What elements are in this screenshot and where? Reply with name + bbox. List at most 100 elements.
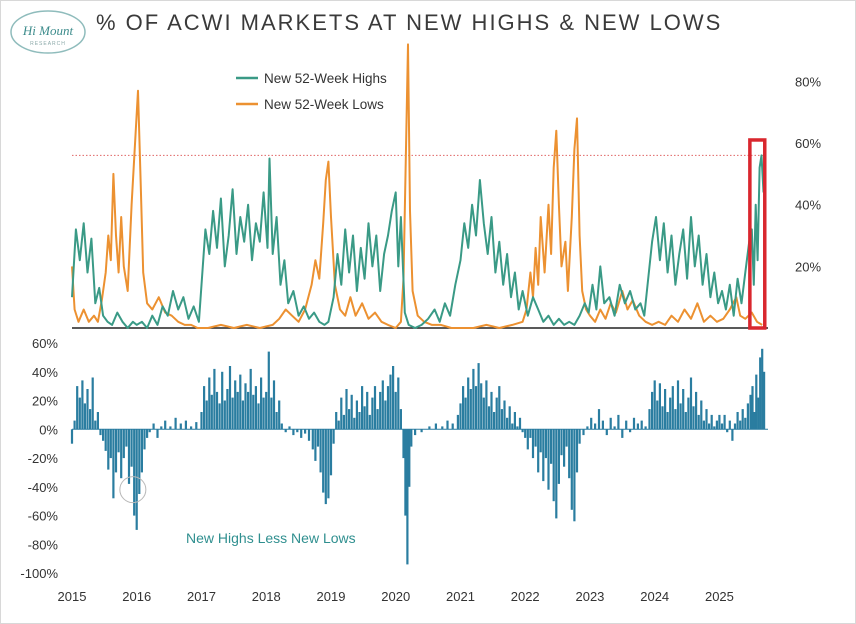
net-bar [353, 417, 356, 430]
net-bar [221, 371, 224, 430]
net-bar [215, 391, 219, 430]
net-bar [265, 391, 268, 430]
net-bar [94, 420, 97, 430]
net-bar [397, 377, 400, 430]
net-bar [462, 386, 465, 430]
xtick-label: 2022 [511, 589, 540, 604]
net-bar [91, 377, 94, 430]
net-bar [753, 412, 756, 430]
bottom-ytick-label: -100% [20, 566, 58, 581]
net-bar [135, 429, 138, 530]
net-bar [208, 377, 211, 430]
net-bar [434, 423, 437, 430]
net-bar [661, 406, 664, 430]
net-bar [337, 420, 340, 430]
net-bar [664, 389, 667, 430]
net-bar [117, 429, 120, 453]
net-bar [682, 389, 685, 430]
lows-line [71, 43, 763, 329]
net-bar [477, 363, 480, 430]
net-bar [731, 429, 734, 441]
net-bar [406, 429, 409, 565]
net-bar [96, 412, 99, 430]
net-bar [247, 391, 250, 430]
net-bar [472, 368, 475, 430]
net-bar [640, 420, 643, 430]
net-bar [552, 429, 555, 502]
net-bar [148, 429, 151, 433]
net-bar [451, 423, 454, 430]
net-bar [288, 426, 291, 430]
net-bar [428, 426, 431, 430]
net-bar [666, 412, 669, 430]
net-bar [469, 389, 472, 430]
net-bar [386, 386, 390, 430]
net-bar [658, 383, 661, 430]
net-bar [508, 406, 511, 430]
top-ytick-label: 40% [795, 198, 821, 213]
net-bar [376, 409, 379, 430]
net-bar [763, 371, 766, 430]
net-bar [236, 391, 239, 430]
net-bar [534, 429, 537, 447]
bottom-ytick-label: -80% [28, 537, 59, 552]
net-bar [575, 429, 579, 473]
top-panel: 20% 40% 60% 80% New 52-Week Highs New 52-Week… [71, 43, 821, 330]
net-bar [272, 380, 276, 430]
net-bar [613, 426, 616, 430]
net-bar [676, 380, 680, 430]
xtick-label: 2025 [705, 589, 734, 604]
net-bar [389, 374, 392, 430]
net-bar [83, 403, 86, 430]
logo-subtext: RESEARCH [30, 41, 66, 47]
net-bar [679, 403, 682, 430]
net-bar [590, 417, 593, 430]
net-bar [169, 426, 172, 430]
net-bar [653, 380, 656, 430]
net-bar [319, 429, 322, 473]
bottom-ytick-label: -60% [28, 509, 59, 524]
net-bar [720, 423, 724, 430]
net-bar [332, 429, 335, 444]
xtick-label: 2024 [640, 589, 669, 604]
net-bar [122, 429, 125, 459]
net-bar [597, 409, 601, 430]
net-bar [594, 423, 597, 430]
xtick-label: 2019 [317, 589, 346, 604]
legend-label: New 52-Week Highs [264, 71, 387, 86]
net-bar [700, 400, 703, 430]
net-bar [726, 429, 729, 433]
net-bar [544, 429, 547, 459]
net-bar [695, 391, 698, 430]
net-bar [228, 366, 232, 430]
net-bar [218, 403, 221, 430]
net-bar [531, 429, 535, 459]
net-bar [513, 412, 516, 430]
net-bar [300, 429, 303, 438]
net-bar [537, 429, 540, 473]
net-bar [728, 420, 731, 430]
net-bar [636, 423, 639, 430]
net-bar [671, 386, 674, 430]
bottom-ytick-label: 40% [32, 365, 58, 380]
net-bar [718, 414, 721, 430]
net-bar [697, 414, 700, 430]
net-bar [715, 420, 718, 430]
net-bar [322, 429, 325, 493]
net-bar [81, 380, 84, 430]
net-bar [73, 420, 76, 430]
bottom-ytick-label: 0% [39, 422, 58, 437]
net-bar [518, 417, 522, 430]
net-bar [632, 417, 636, 430]
net-bar [689, 377, 693, 430]
net-bar [316, 429, 320, 447]
net-bar [195, 422, 198, 430]
bottom-ytick-label: -20% [28, 451, 59, 466]
net-bar [482, 397, 485, 430]
net-bar [127, 429, 131, 484]
net-bar [296, 429, 299, 433]
net-bar [498, 386, 501, 430]
xtick-label: 2023 [575, 589, 604, 604]
net-bar [152, 423, 155, 430]
